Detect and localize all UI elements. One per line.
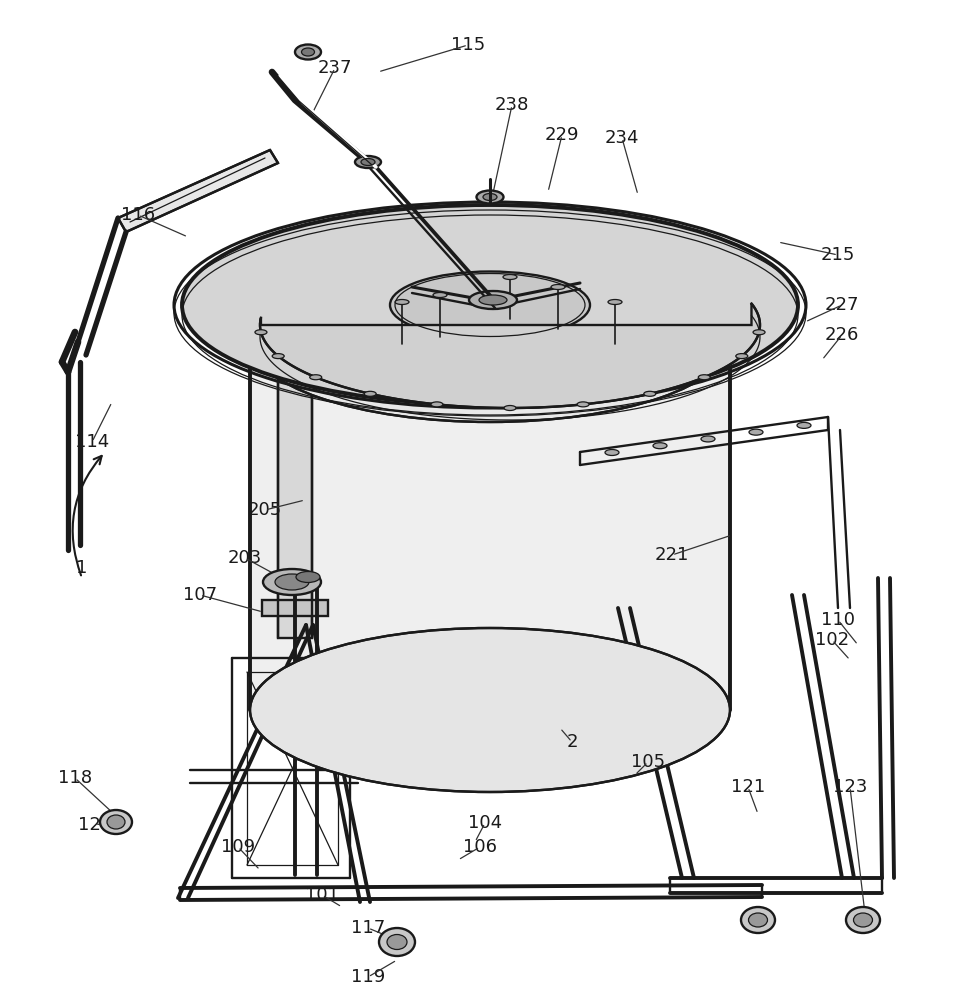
Text: 116: 116 [121, 206, 155, 224]
Ellipse shape [652, 443, 666, 449]
Ellipse shape [301, 48, 314, 56]
Text: 237: 237 [318, 59, 352, 77]
Ellipse shape [432, 292, 447, 298]
Ellipse shape [364, 391, 376, 396]
Text: 118: 118 [58, 769, 92, 787]
Ellipse shape [182, 205, 797, 405]
Ellipse shape [355, 156, 380, 168]
Text: 106: 106 [463, 838, 497, 856]
Ellipse shape [361, 159, 375, 166]
Text: 2: 2 [565, 733, 577, 751]
Text: 102: 102 [814, 631, 848, 649]
Text: 205: 205 [247, 501, 282, 519]
Ellipse shape [752, 330, 764, 335]
Text: 117: 117 [350, 919, 384, 937]
Ellipse shape [735, 354, 747, 359]
Ellipse shape [853, 913, 871, 927]
Ellipse shape [504, 406, 515, 410]
Text: 114: 114 [74, 433, 109, 451]
Ellipse shape [503, 274, 516, 279]
Text: 109: 109 [221, 838, 255, 856]
Text: 115: 115 [451, 36, 485, 54]
Ellipse shape [263, 569, 321, 595]
Text: 107: 107 [183, 586, 217, 604]
Ellipse shape [748, 913, 767, 927]
Text: 119: 119 [350, 968, 384, 986]
Text: 229: 229 [544, 126, 579, 144]
Ellipse shape [476, 191, 503, 204]
Ellipse shape [254, 330, 267, 335]
Ellipse shape [309, 375, 322, 380]
Ellipse shape [697, 375, 710, 380]
Text: 226: 226 [824, 326, 859, 344]
Ellipse shape [604, 449, 618, 455]
Ellipse shape [249, 258, 730, 422]
Ellipse shape [700, 436, 714, 442]
Text: 1: 1 [76, 559, 88, 577]
Text: 227: 227 [823, 296, 859, 314]
Text: 238: 238 [494, 96, 529, 114]
Polygon shape [118, 150, 278, 232]
Ellipse shape [468, 291, 516, 309]
Ellipse shape [107, 815, 125, 829]
Ellipse shape [478, 295, 507, 305]
Ellipse shape [394, 300, 409, 304]
Ellipse shape [576, 402, 589, 407]
Ellipse shape [748, 429, 762, 435]
Ellipse shape [275, 574, 309, 590]
Ellipse shape [551, 284, 564, 290]
Ellipse shape [482, 194, 497, 201]
Ellipse shape [430, 402, 442, 407]
Ellipse shape [644, 391, 655, 396]
Text: 120: 120 [78, 816, 111, 834]
Text: 104: 104 [467, 814, 502, 832]
Ellipse shape [389, 271, 590, 338]
Polygon shape [262, 600, 328, 616]
Ellipse shape [845, 907, 879, 933]
Ellipse shape [378, 928, 415, 956]
Text: 105: 105 [630, 753, 664, 771]
Polygon shape [260, 304, 759, 408]
Polygon shape [278, 335, 312, 638]
Ellipse shape [607, 300, 621, 304]
Ellipse shape [100, 810, 132, 834]
Polygon shape [249, 340, 730, 710]
Text: 123: 123 [832, 778, 867, 796]
Ellipse shape [796, 422, 810, 428]
Text: 121: 121 [731, 778, 765, 796]
Text: 110: 110 [821, 611, 854, 629]
Ellipse shape [294, 45, 321, 60]
Text: 234: 234 [604, 129, 639, 147]
Ellipse shape [386, 934, 407, 949]
Text: 101: 101 [305, 886, 338, 904]
Ellipse shape [249, 628, 730, 792]
Text: 221: 221 [654, 546, 689, 564]
Ellipse shape [740, 907, 775, 933]
Ellipse shape [272, 354, 284, 359]
Text: 203: 203 [228, 549, 262, 567]
Ellipse shape [295, 572, 320, 582]
Text: 215: 215 [820, 246, 855, 264]
